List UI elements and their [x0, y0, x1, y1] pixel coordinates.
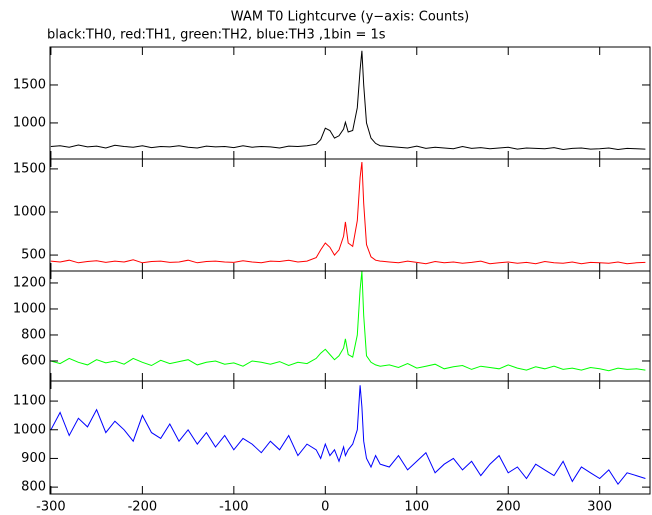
- y-tick-label: 1000: [13, 204, 46, 219]
- series-line: [50, 385, 646, 486]
- y-tick-label: 1200: [13, 275, 46, 290]
- x-tick-label: 300: [587, 500, 612, 515]
- y-tick-label: 1500: [13, 161, 46, 176]
- y-tick-label: 1500: [13, 77, 46, 92]
- x-tick-label: -200: [128, 500, 158, 515]
- chart-subtitle: black:TH0, red:TH1, green:TH2, blue:TH3 …: [47, 28, 386, 43]
- panel-frame: [49, 270, 651, 382]
- panel-frame: [49, 46, 651, 160]
- x-tick-label: -300: [36, 500, 66, 515]
- series-line: [50, 271, 646, 372]
- x-tick-label: 0: [321, 500, 329, 515]
- x-tick-label: -100: [219, 500, 249, 515]
- y-tick-label: 800: [21, 480, 46, 495]
- y-tick-label: 900: [21, 451, 46, 466]
- panel-frame: [49, 380, 651, 495]
- x-tick-label: 200: [496, 500, 521, 515]
- series-line: [50, 161, 646, 265]
- y-tick-label: 1100: [13, 394, 46, 409]
- y-tick-label: 1000: [13, 422, 46, 437]
- y-tick-label: 800: [21, 327, 46, 342]
- chart-title: WAM T0 Lightcurve (y−axis: Counts): [231, 10, 469, 25]
- y-tick-label: 500: [21, 248, 46, 263]
- x-tick-label: 100: [404, 500, 429, 515]
- y-tick-label: 1000: [13, 115, 46, 130]
- y-tick-label: 1000: [13, 301, 46, 316]
- series-line: [50, 50, 646, 151]
- panel-frame: [49, 158, 651, 272]
- y-tick-label: 600: [21, 353, 46, 368]
